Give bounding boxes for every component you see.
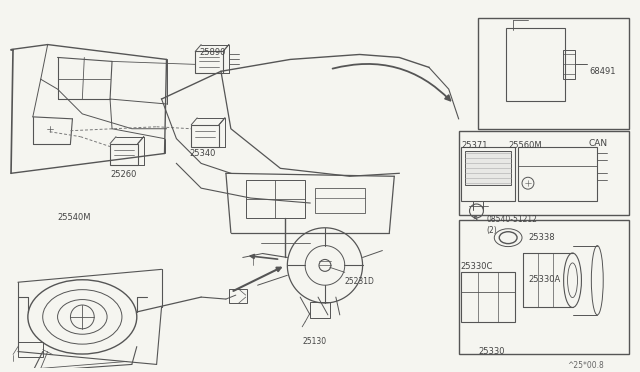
Text: CAN: CAN [588, 139, 607, 148]
Text: 68491: 68491 [589, 67, 616, 76]
Bar [310, 302, 330, 318]
Bar [563, 49, 575, 79]
Bar [461, 147, 515, 201]
Text: 25260: 25260 [110, 170, 136, 179]
Text: 25231D: 25231D [345, 277, 374, 286]
Bar [461, 272, 515, 322]
Text: 25340: 25340 [189, 148, 216, 158]
Bar [191, 125, 219, 147]
Text: ^25*00.8: ^25*00.8 [568, 362, 604, 371]
Text: 25371: 25371 [461, 141, 488, 150]
Text: S: S [472, 216, 477, 222]
Bar [229, 289, 246, 303]
Bar [459, 220, 629, 353]
Text: 25890: 25890 [199, 48, 225, 57]
Bar [195, 51, 223, 73]
Bar [110, 144, 138, 166]
Text: 25330A: 25330A [528, 275, 560, 284]
Bar [246, 180, 305, 218]
Text: 25330: 25330 [479, 347, 505, 356]
Bar [459, 131, 629, 215]
Bar [479, 18, 629, 129]
Text: 25330C: 25330C [461, 262, 493, 272]
Text: 25338: 25338 [528, 233, 555, 242]
Bar [518, 147, 597, 201]
Bar [465, 151, 511, 185]
Text: 25540M: 25540M [58, 213, 91, 222]
Text: 25560M: 25560M [508, 141, 542, 150]
Bar [315, 188, 365, 213]
Text: 25130: 25130 [302, 337, 326, 346]
Text: (2): (2) [486, 226, 497, 235]
Bar [18, 341, 43, 357]
Text: 08540-51212: 08540-51212 [486, 215, 537, 224]
